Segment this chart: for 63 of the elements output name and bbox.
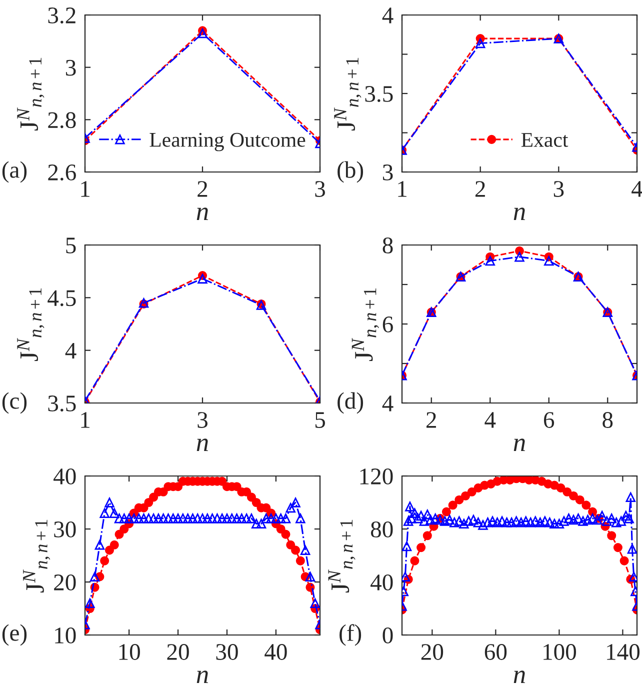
y-tick-label: 4 xyxy=(65,342,76,359)
x-tick-label: 20 xyxy=(421,644,444,660)
legend-label: Exact xyxy=(521,133,568,147)
y-tick-label: 4.5 xyxy=(48,290,76,306)
x-axis-title: n xyxy=(196,438,208,452)
x-tick-label: 20 xyxy=(167,644,189,660)
y-tick-label: 4 xyxy=(382,396,394,412)
x-tick-label: 2 xyxy=(198,181,208,197)
y-axis-title: J$^{N}$$_{n,n+1}$ xyxy=(23,520,50,593)
y-axis-title: J$^{N}$$_{n,n+1}$ xyxy=(352,288,379,362)
x-tick-label: 2 xyxy=(426,412,436,428)
x-tick-label: 6 xyxy=(544,412,554,428)
x-axis-title: n xyxy=(196,670,208,684)
text: (d) xyxy=(338,392,364,414)
x-tick-label: 8 xyxy=(602,412,613,428)
x-tick-label: 10 xyxy=(119,644,140,660)
y-tick-label: 5 xyxy=(66,238,76,254)
x-tick-label: 1 xyxy=(398,181,406,197)
y-tick-label: 8 xyxy=(382,237,393,254)
text: (b) xyxy=(338,161,364,183)
x-tick-label: 4 xyxy=(484,412,496,428)
text: (a) xyxy=(2,161,27,183)
y-axis-title: J$^{N}$$_{n,n+1}$ xyxy=(17,288,44,362)
text: (f) xyxy=(340,624,362,646)
x-tick-label: 60 xyxy=(484,644,507,660)
x-tick-label: 3 xyxy=(554,181,564,197)
x-tick-label: 40 xyxy=(264,644,287,660)
y-tick-label: 80 xyxy=(370,521,393,538)
y-tick-label: 10 xyxy=(55,627,76,644)
y-axis-title: J$^{N}$$_{n,n+1}$ xyxy=(328,520,356,593)
y-tick-label: 4 xyxy=(382,8,394,24)
y-tick-label: 3.5 xyxy=(48,396,76,412)
y-axis-title: J$^{N}$$_{n,n+1}$ xyxy=(17,58,44,131)
y-tick-label: 40 xyxy=(54,468,76,484)
x-tick-label: 140 xyxy=(607,644,640,660)
x-tick-label: 30 xyxy=(216,644,238,660)
x-tick-label: 1 xyxy=(81,181,90,197)
y-tick-label: 0 xyxy=(382,627,393,644)
x-tick-label: 2 xyxy=(475,181,485,197)
x-axis-title: n xyxy=(514,208,525,220)
x-axis-title: n xyxy=(514,438,525,452)
y-tick-label: 2.8 xyxy=(48,112,76,128)
y-tick-label: 3.5 xyxy=(365,86,393,102)
y-tick-label: 3 xyxy=(66,60,76,76)
text: (c) xyxy=(2,392,27,414)
x-axis-title: n xyxy=(514,670,525,684)
y-tick-label: 120 xyxy=(360,468,393,484)
y-tick-label: 3.2 xyxy=(48,8,76,24)
x-axis-title: n xyxy=(196,208,208,220)
legend-label: Learning Outcome xyxy=(150,132,306,152)
y-tick-label: 2.6 xyxy=(48,164,76,181)
y-tick-label: 20 xyxy=(54,574,76,590)
y-tick-label: 6 xyxy=(382,316,393,332)
y-axis-title: J$^{N}$$_{n,n+1}$ xyxy=(334,58,362,131)
x-tick-label: 1 xyxy=(81,412,90,428)
y-tick-label: 30 xyxy=(54,521,76,538)
x-tick-label: 3 xyxy=(315,181,325,197)
x-tick-label: 5 xyxy=(315,412,325,428)
x-tick-label: 3 xyxy=(198,412,208,428)
y-tick-label: 40 xyxy=(370,574,393,590)
y-tick-label: 3 xyxy=(382,164,393,180)
x-tick-label: 100 xyxy=(544,644,576,660)
text: (e) xyxy=(2,624,27,646)
